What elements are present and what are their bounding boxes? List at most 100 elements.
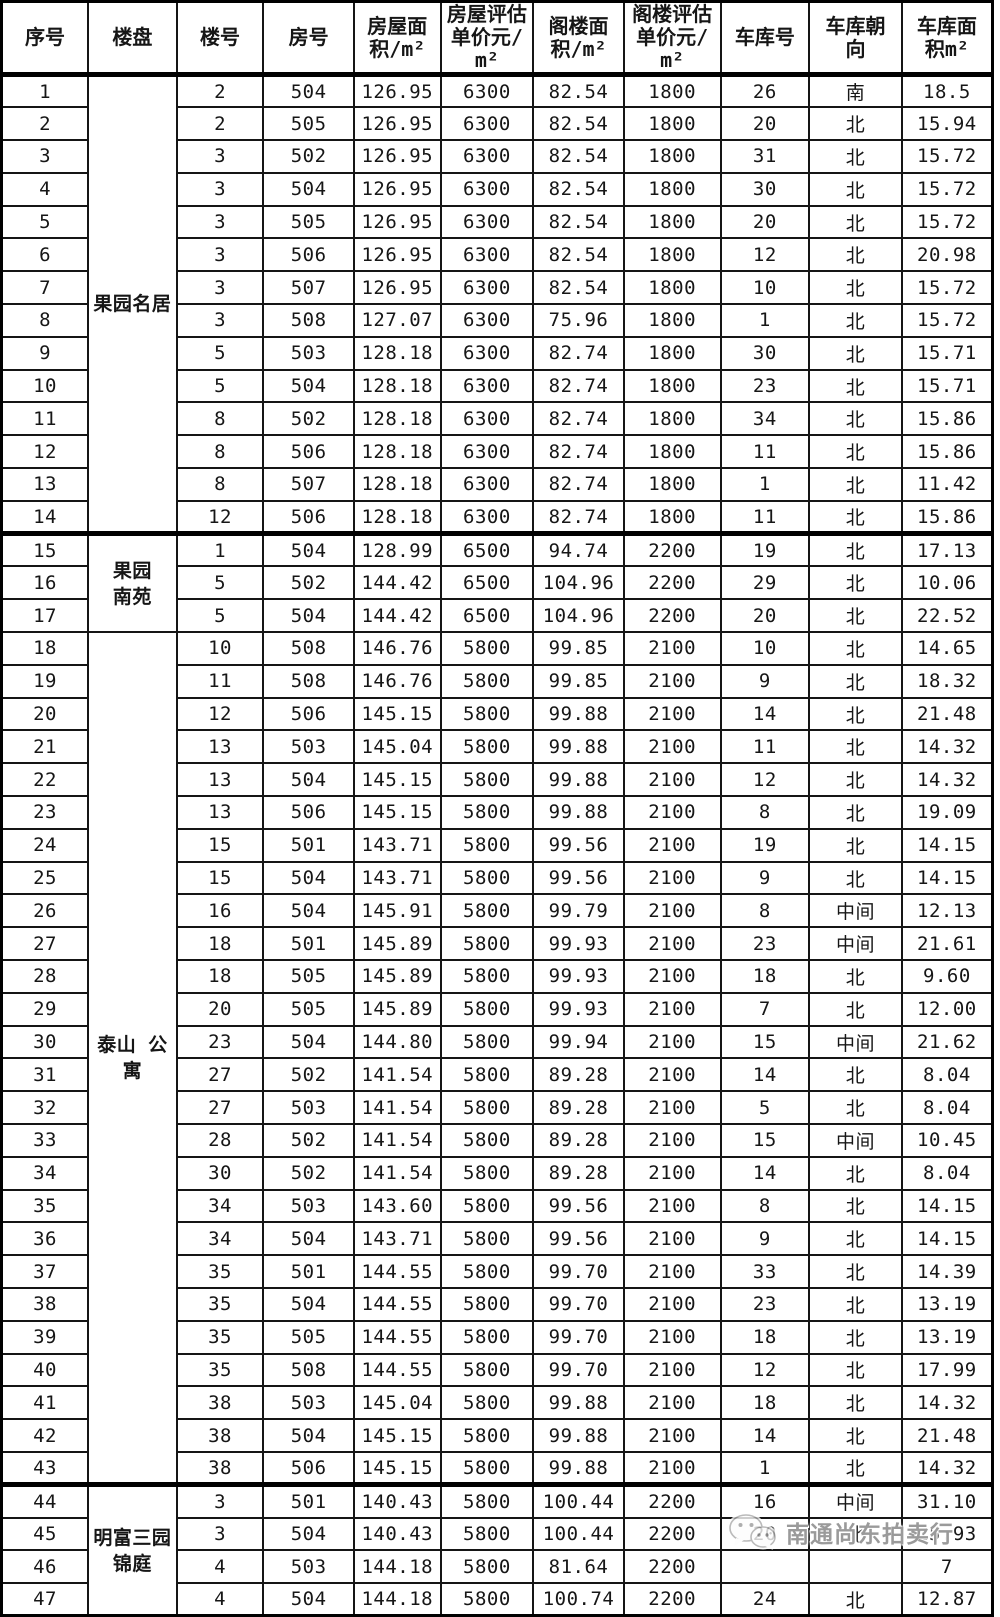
cell-serial: 14 [0, 499, 90, 537]
cell-serial: 26 [0, 893, 90, 929]
cell-garage-orientation: 北 [808, 532, 903, 568]
cell-room-no: 504 [262, 1418, 355, 1453]
table-row: 13 8 507 128.18 6300 82.74 1800 1 北 11.42 [0, 467, 994, 502]
cell-attic-area: 99.70 [532, 1286, 625, 1322]
cell-garage-area: 14.65 [900, 631, 994, 666]
table-row: 14 12 506 128.18 6300 82.74 1800 11 北 15.86 [0, 499, 994, 537]
cell-garage-orientation: 北 [808, 795, 903, 830]
cell-building-no: 3 [175, 139, 265, 174]
table-row: 30 23 504 144.80 5800 99.94 2100 15 中间 21.62 [0, 1024, 994, 1060]
cell-house-area: 144.42 [352, 598, 442, 634]
table-row: 26 16 504 145.91 5800 99.79 2100 8 中间 12.13 [0, 893, 994, 929]
table-row: 15 果园 南苑 1 504 128.99 6500 94.74 2200 19 北 17.13 [0, 532, 994, 634]
cell-building-no: 27 [175, 1057, 265, 1093]
cell-garage-area: 14.39 [900, 1254, 994, 1289]
table-row: 3 3 502 126.95 6300 82.54 1800 31 北 15.72 [0, 139, 994, 174]
cell-garage-no: 20 [719, 106, 811, 142]
cell-property-name: 果园 南苑 [87, 532, 178, 634]
cell-garage-no: 18 [719, 959, 811, 994]
cell-garage-no: 9 [719, 1221, 811, 1257]
cell-garage-area: 15.72 [900, 303, 994, 338]
cell-house-area: 128.18 [352, 335, 442, 371]
cell-garage-area: 20.98 [900, 237, 994, 273]
cell-house-unit-price: 5800 [439, 1123, 535, 1158]
cell-room-no: 508 [262, 631, 355, 666]
cell-building-no: 2 [175, 106, 265, 142]
cell-garage-orientation: 北 [808, 139, 903, 174]
cell-garage-orientation: 北 [808, 106, 903, 142]
cell-house-unit-price: 5800 [439, 1221, 535, 1257]
cell-garage-no: 20 [719, 1516, 811, 1552]
cell-building-no: 5 [175, 335, 265, 371]
cell-attic-area: 99.85 [532, 631, 625, 666]
col-serial: 序号 [0, 0, 90, 77]
table-row: 8 3 508 127.07 6300 75.96 1800 1 北 15.72 [0, 303, 994, 338]
cell-garage-area: 15.86 [900, 401, 994, 437]
cell-attic-area: 82.54 [532, 171, 625, 207]
cell-attic-area: 104.96 [532, 565, 625, 601]
cell-house-unit-price: 5800 [439, 959, 535, 994]
cell-house-unit-price: 5800 [439, 696, 535, 732]
col-house-area: 房屋面 积/m² [352, 0, 442, 77]
cell-house-unit-price: 5800 [439, 860, 535, 896]
cell-room-no: 503 [262, 335, 355, 371]
cell-garage-orientation: 北 [808, 434, 903, 470]
cell-building-no: 3 [175, 237, 265, 273]
cell-garage-no: 15 [719, 1123, 811, 1158]
cell-attic-area: 99.88 [532, 1450, 625, 1488]
cell-room-no: 504 [262, 1024, 355, 1060]
col-house-unit-price: 房屋评估 单价元/ m² [439, 0, 535, 77]
cell-serial: 28 [0, 959, 90, 994]
cell-garage-orientation: 北 [808, 1418, 903, 1453]
cell-garage-area: 14.32 [900, 762, 994, 798]
table-row: 5 3 505 126.95 6300 82.54 1800 20 北 15.72 [0, 204, 994, 240]
cell-garage-no: 31 [719, 139, 811, 174]
cell-garage-orientation: 北 [808, 467, 903, 502]
cell-attic-unit-price: 1800 [622, 139, 722, 174]
cell-garage-no: 9 [719, 860, 811, 896]
cell-garage-area: 8.04 [900, 1090, 994, 1125]
cell-building-no: 18 [175, 959, 265, 994]
cell-room-no: 506 [262, 1450, 355, 1488]
cell-room-no: 502 [262, 1057, 355, 1093]
cell-attic-unit-price: 2100 [622, 1319, 722, 1355]
cell-attic-area: 81.64 [532, 1549, 625, 1585]
cell-attic-unit-price: 2200 [622, 1582, 722, 1617]
cell-attic-unit-price: 2100 [622, 696, 722, 732]
cell-attic-unit-price: 2200 [622, 1483, 722, 1519]
cell-garage-orientation: 北 [808, 1155, 903, 1191]
cell-garage-no: 20 [719, 204, 811, 240]
cell-garage-orientation: 北 [808, 1090, 903, 1125]
cell-building-no: 35 [175, 1319, 265, 1355]
cell-garage-area: 13.19 [900, 1286, 994, 1322]
cell-building-no: 8 [175, 401, 265, 437]
cell-attic-unit-price: 2100 [622, 1090, 722, 1125]
cell-attic-unit-price: 2100 [622, 926, 722, 962]
cell-serial: 18 [0, 631, 90, 666]
cell-garage-area: 14.32 [900, 729, 994, 765]
cell-attic-area: 99.88 [532, 1385, 625, 1421]
cell-serial: 10 [0, 368, 90, 404]
cell-garage-orientation: 北 [808, 1188, 903, 1224]
cell-room-no: 504 [262, 762, 355, 798]
cell-room-no: 502 [262, 1155, 355, 1191]
cell-garage-area: 10.06 [900, 565, 994, 601]
cell-attic-unit-price: 1800 [622, 335, 722, 371]
cell-attic-unit-price: 2100 [622, 959, 722, 994]
cell-house-area: 128.18 [352, 368, 442, 404]
cell-building-no: 3 [175, 204, 265, 240]
cell-serial: 38 [0, 1286, 90, 1322]
cell-room-no: 506 [262, 499, 355, 537]
cell-house-area: 126.95 [352, 171, 442, 207]
cell-house-unit-price: 5800 [439, 1418, 535, 1453]
table-row: 40 35 508 144.55 5800 99.70 2100 12 北 17.99 [0, 1352, 994, 1388]
cell-garage-no: 10 [719, 270, 811, 306]
table-row: 17 5 504 144.42 6500 104.96 2200 20 北 22.52 [0, 598, 994, 634]
cell-building-no: 34 [175, 1221, 265, 1257]
cell-attic-area: 104.96 [532, 598, 625, 634]
cell-room-no: 504 [262, 532, 355, 568]
cell-house-unit-price: 5800 [439, 893, 535, 929]
cell-garage-orientation: 中间 [808, 1024, 903, 1060]
cell-building-no: 11 [175, 663, 265, 699]
table-row: 33 28 502 141.54 5800 89.28 2100 15 中间 10.45 [0, 1123, 994, 1158]
